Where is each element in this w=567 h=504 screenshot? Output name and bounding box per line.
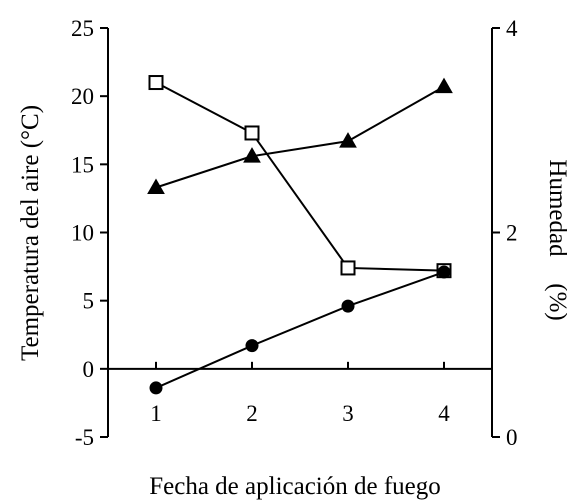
- series-filled-circle: [149, 265, 451, 395]
- point-filled-triangle: [339, 132, 357, 148]
- y-left-tick-label: 15: [71, 152, 94, 177]
- series-line-filled-triangle: [155, 85, 445, 189]
- point-filled-circle: [245, 339, 259, 353]
- axes: -5 0 5 10 15 20 25 0 2 4 1 2 3 4: [71, 16, 518, 450]
- point-filled-triangle: [243, 147, 261, 163]
- point-filled-circle: [437, 265, 451, 279]
- series-open-square: [148, 75, 452, 279]
- point-filled-circle: [149, 381, 163, 395]
- y-left-tick-label: 10: [71, 221, 94, 246]
- x-tick-label: 3: [342, 401, 354, 426]
- point-open-square: [340, 260, 356, 276]
- x-tick-label: 1: [150, 401, 162, 426]
- y-left-tick-label: -5: [75, 425, 94, 450]
- y-right-tick-label: 2: [506, 221, 518, 246]
- y-left-tick-label: 20: [71, 84, 94, 109]
- point-filled-circle: [341, 299, 355, 313]
- series-layer: [147, 75, 453, 395]
- x-tick-label: 2: [246, 401, 258, 426]
- series-filled-triangle: [147, 77, 453, 195]
- y-axis-right-title: Humedad: [544, 159, 567, 257]
- y-axis-right-unit: (%): [544, 283, 567, 320]
- x-axis-title: Fecha de aplicación de fuego: [149, 473, 441, 500]
- x-tick-label: 4: [438, 401, 450, 426]
- y-right-tick-label: 0: [506, 425, 518, 450]
- point-open-square: [148, 75, 164, 91]
- point-filled-triangle: [435, 77, 453, 94]
- y-axis-left-title: Temperatura del aire (°C): [17, 105, 44, 361]
- labels: Fecha de aplicación de fuego Temperatura…: [17, 105, 567, 500]
- y-left-tick-label: 5: [83, 289, 95, 314]
- series-line-filled-circle: [155, 271, 445, 389]
- y-left-tick-label: 0: [83, 357, 95, 382]
- y-left-tick-label: 25: [71, 16, 94, 41]
- series-line-open-square: [155, 81, 445, 272]
- y-right-tick-label: 4: [506, 16, 518, 41]
- point-open-square: [244, 125, 260, 141]
- point-filled-triangle: [147, 178, 165, 195]
